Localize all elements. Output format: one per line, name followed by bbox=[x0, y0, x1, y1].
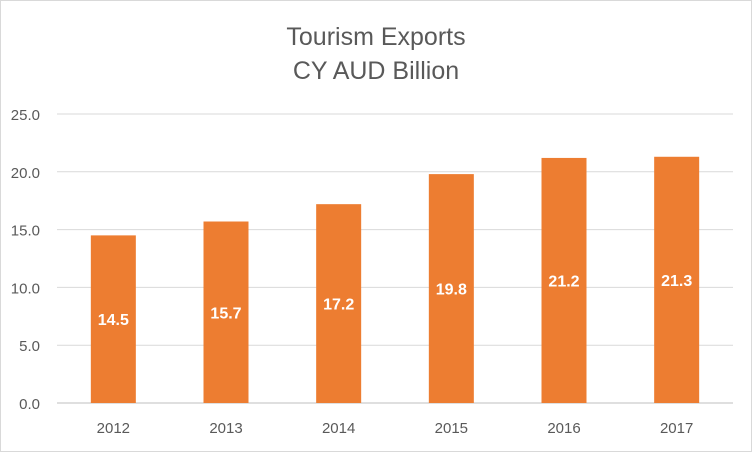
y-tick-label: 10.0 bbox=[11, 280, 40, 297]
data-label: 21.2 bbox=[548, 273, 579, 290]
y-tick-label: 0.0 bbox=[19, 396, 40, 413]
x-tick-label: 2013 bbox=[209, 420, 242, 437]
bar-2013 bbox=[203, 221, 249, 403]
data-label: 14.5 bbox=[98, 312, 129, 329]
data-label: 17.2 bbox=[323, 297, 354, 314]
y-tick-label: 25.0 bbox=[11, 107, 40, 124]
chart-subtitle: CY AUD Billion bbox=[292, 57, 460, 85]
bar-2014 bbox=[316, 204, 362, 403]
y-tick-label: 20.0 bbox=[11, 165, 40, 182]
bar-2017 bbox=[654, 156, 700, 403]
x-tick-label: 2016 bbox=[547, 420, 580, 437]
data-label: 15.7 bbox=[210, 305, 241, 322]
x-tick-label: 2012 bbox=[97, 420, 130, 437]
bar-2015 bbox=[428, 174, 474, 403]
x-tick-label: 2014 bbox=[322, 420, 355, 437]
x-tick-label: 2015 bbox=[435, 420, 468, 437]
y-tick-label: 15.0 bbox=[11, 223, 40, 240]
x-tick-label: 2017 bbox=[660, 420, 693, 437]
chart-title: Tourism Exports bbox=[286, 23, 466, 51]
y-tick-label: 5.0 bbox=[19, 338, 40, 355]
bar-2016 bbox=[541, 157, 587, 403]
data-label: 19.8 bbox=[436, 282, 467, 299]
data-label: 21.3 bbox=[661, 273, 692, 290]
bar-2012 bbox=[90, 235, 136, 403]
